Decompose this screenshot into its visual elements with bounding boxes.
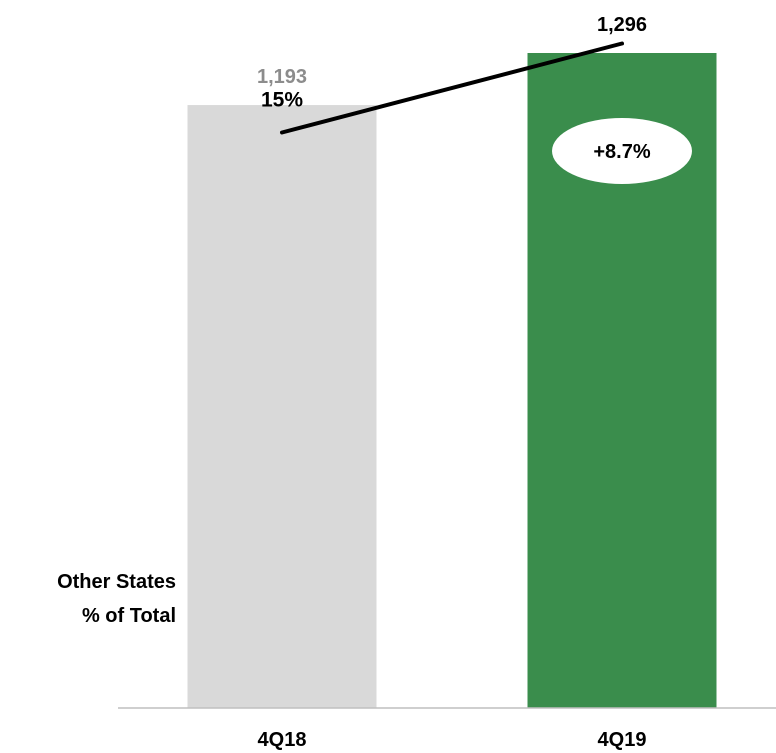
- bar-value-labels: 1,193 1,296: [257, 14, 647, 88]
- pct-label-4q19: 17%: [615, 0, 657, 22]
- bar-4q18: [187, 105, 377, 708]
- pct-label-4q18: 15%: [261, 89, 303, 112]
- line-series-label-line1: Other States: [57, 571, 176, 593]
- bar-value-label-4q18: 1,193: [257, 66, 307, 88]
- pct-line-group: 15% 17%: [261, 0, 657, 135]
- category-label-4q19: 4Q19: [598, 729, 647, 751]
- growth-badge: +8.7%: [552, 118, 692, 184]
- bar-value-label-4q19: 1,296: [597, 14, 647, 36]
- category-label-4q18: 4Q18: [258, 729, 307, 751]
- growth-badge-ellipse: [552, 118, 692, 184]
- pct-line: [280, 41, 624, 135]
- growth-badge-text: +8.7%: [593, 141, 650, 163]
- category-labels: 4Q18 4Q19: [258, 729, 647, 751]
- line-series-label-line2: % of Total: [82, 605, 176, 627]
